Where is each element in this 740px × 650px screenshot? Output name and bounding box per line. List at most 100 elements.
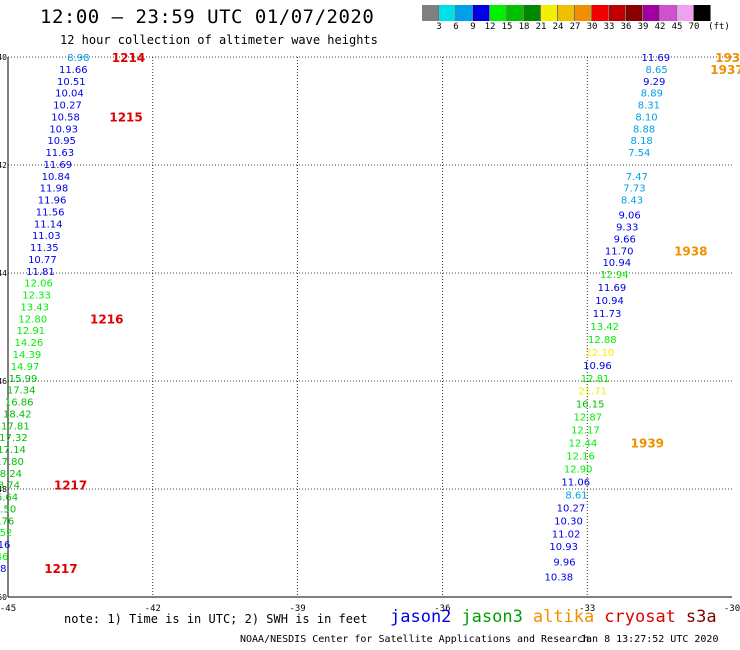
wave-height-value: 12.90 <box>564 464 593 475</box>
legend-swatch <box>660 5 677 21</box>
legend-label: 27 <box>569 22 581 32</box>
wave-height-value: 10.27 <box>53 101 82 112</box>
time-label: 1939 <box>631 437 664 451</box>
wave-height-value: 8.31 <box>638 101 660 112</box>
legend-swatch <box>558 5 575 21</box>
wave-height-value: 14.26 <box>15 338 44 349</box>
wave-height-value: 14.97 <box>11 362 40 373</box>
satellite-label-altika: altika <box>532 607 595 627</box>
wave-height-value: 11.69 <box>642 53 671 64</box>
time-label: 1938 <box>674 244 707 258</box>
legend-swatch <box>524 5 541 21</box>
legend-swatch <box>507 5 524 21</box>
page-subtitle: 12 hour collection of altimeter wave hei… <box>60 33 378 47</box>
wave-height-value: 10.84 <box>42 172 71 183</box>
legend-label: 30 <box>586 22 598 32</box>
legend-swatch <box>490 5 507 21</box>
wave-height-value: 8.98 <box>67 53 89 64</box>
wave-height-value: 17.80 <box>0 457 24 468</box>
wave-height-value: 21.71 <box>578 387 607 398</box>
time-label: 1216 <box>90 312 123 326</box>
wave-height-value: 11.69 <box>44 160 73 171</box>
wave-height-value: 11.73 <box>593 309 622 320</box>
wave-height-value: 11.02 <box>552 529 581 540</box>
wave-height-value: 11.63 <box>45 148 74 159</box>
wave-height-value: 11.81 <box>26 267 55 278</box>
wave-height-value: 15.50 <box>0 504 16 515</box>
wave-height-value: 10.93 <box>49 124 78 135</box>
wave-height-value: 10.58 <box>51 112 80 123</box>
lat-tick-label: 44 <box>0 269 7 278</box>
wave-height-value: 13.43 <box>20 302 49 313</box>
wave-height-value: 16.64 <box>0 493 18 504</box>
lat-tick-label: 48 <box>0 485 7 494</box>
wave-height-value: 8.10 <box>635 112 657 123</box>
wave-height-value: 12.87 <box>573 413 602 424</box>
wave-height-value: 18.24 <box>0 469 22 480</box>
lat-tick-label: 42 <box>0 161 7 170</box>
wave-height-value: 11.03 <box>32 231 61 242</box>
legend-label: 9 <box>470 22 476 32</box>
wave-height-value: 10.27 <box>557 503 586 514</box>
legend-label: 45 <box>671 22 683 32</box>
satellite-label-jason3: jason3 <box>461 607 523 627</box>
lat-tick-label: 40 <box>0 53 7 62</box>
footer-note: note: 1) Time is in UTC; 2) SWH is in fe… <box>64 612 368 626</box>
wave-height-value: 9.66 <box>614 234 636 245</box>
wave-height-value: 7.73 <box>623 184 645 195</box>
legend-label: 21 <box>535 22 547 32</box>
wave-height-value: 9.29 <box>643 77 665 88</box>
legend-label: 18 <box>518 22 530 32</box>
time-label: 1214 <box>112 51 145 65</box>
wave-height-value: 11.14 <box>34 219 63 230</box>
legend-swatch <box>609 5 626 21</box>
wave-height-value: 13.52 <box>0 528 12 539</box>
wave-height-value: 12.91 <box>16 326 45 337</box>
wave-height-value: 12.06 <box>24 279 53 290</box>
lat-tick-label: 50 <box>0 593 7 602</box>
wave-height-value: 12.16 <box>566 452 595 463</box>
lon-tick-label: -30 <box>724 604 740 614</box>
wave-height-value: 8.61 <box>565 490 587 501</box>
lon-tick-label: -45 <box>0 604 16 614</box>
color-legend <box>422 5 711 21</box>
wave-height-value: 14.39 <box>13 350 42 361</box>
legend-label: 42 <box>654 22 666 32</box>
lat-tick-label: 46 <box>0 377 7 386</box>
legend-label: 24 <box>552 22 564 32</box>
wave-height-value: 12.44 <box>569 439 598 450</box>
legend-swatch <box>473 5 490 21</box>
wave-height-value: 17.81 <box>1 421 30 432</box>
wave-height-value: 17.32 <box>0 433 28 444</box>
satellite-label-jason2: jason2 <box>390 607 452 627</box>
generation-timestamp: Jan 8 13:27:52 UTC 2020 <box>580 634 719 645</box>
wave-height-value: 11.06 <box>561 477 590 488</box>
legend-swatch <box>677 5 694 21</box>
satellite-label-cryosat: cryosat <box>604 607 676 627</box>
wave-height-value: 7.47 <box>626 172 648 183</box>
wave-height-value: 8.88 <box>633 124 655 135</box>
wave-height-value: 12.46 <box>0 552 8 563</box>
lon-tick-label: -39 <box>289 604 305 614</box>
wave-height-value: 11.98 <box>40 184 69 195</box>
legend-swatch <box>541 5 558 21</box>
legend-label: 15 <box>501 22 513 32</box>
legend-label: 36 <box>620 22 632 32</box>
wave-height-value: 12.33 <box>22 291 51 302</box>
wave-height-value: 8.65 <box>646 65 668 76</box>
time-label: 1937 <box>710 63 740 77</box>
wave-height-value: 8.43 <box>621 196 643 207</box>
legend-swatch <box>575 5 592 21</box>
wave-height-value: 12.88 <box>588 335 617 346</box>
wave-height-value: 16.86 <box>5 398 34 409</box>
legend-label: 3 <box>436 22 442 32</box>
lon-tick-label: -42 <box>145 604 161 614</box>
wave-height-value: 9.06 <box>618 211 640 222</box>
wave-height-value: 11.96 <box>38 196 67 207</box>
legend-label: 33 <box>603 22 615 32</box>
satellite-legend: jason2 jason3 altika cryosat s3a <box>390 607 727 627</box>
wave-height-value: 8.18 <box>631 136 653 147</box>
wave-height-value: 13.42 <box>590 322 619 333</box>
time-label: 1936 <box>715 51 740 65</box>
